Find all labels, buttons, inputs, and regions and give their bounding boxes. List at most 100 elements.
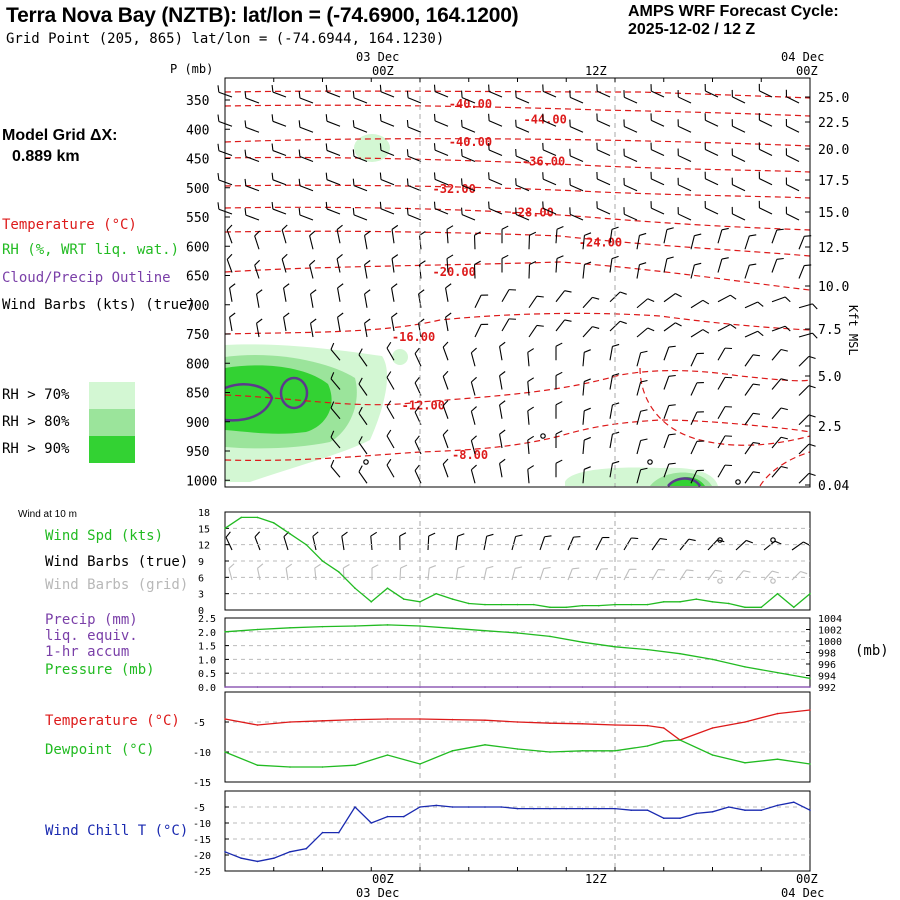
wind-barb	[298, 90, 301, 99]
temperature-line-point	[386, 718, 389, 720]
dewpoint-line-point	[321, 766, 324, 768]
wind-barb	[543, 566, 551, 570]
wind-barb	[256, 318, 263, 324]
wind-barb	[380, 120, 395, 127]
height-tick-label: 0.04	[818, 479, 849, 494]
dewpoint-line-point	[614, 750, 616, 752]
wind-barb	[651, 569, 659, 581]
bottom-hour-1: 00Z	[372, 872, 394, 886]
wind-barb	[217, 85, 220, 93]
precip-tick-label: 0.0	[198, 683, 216, 694]
wind-barb	[298, 178, 301, 186]
wind-barb	[272, 120, 287, 127]
top-hour-1: 00Z	[372, 64, 394, 78]
wind-barb	[501, 225, 509, 230]
wind-speed-line-point	[272, 522, 275, 524]
wind-barb	[391, 283, 398, 289]
wind-barb	[582, 469, 585, 484]
wind-barb	[749, 234, 757, 237]
wind-barb	[470, 352, 476, 367]
wind-barb	[511, 568, 516, 581]
legend-rh: RH (%, WRT liq. wat.)	[2, 242, 180, 258]
wind-barb	[744, 383, 754, 396]
wind-chill-line-point	[695, 812, 698, 815]
wind-barb	[414, 464, 420, 471]
wind-speed-tick-label: 0	[198, 606, 204, 617]
wind-barb	[732, 96, 746, 104]
wind-barb	[717, 347, 726, 361]
pressure-line-point	[549, 635, 551, 638]
wind-barb	[245, 156, 260, 163]
wind-barb	[663, 434, 670, 449]
wind-speed-line-point	[321, 560, 324, 562]
pressure-line-point	[744, 666, 746, 668]
calm-wind-marker	[717, 578, 723, 584]
wind-speed-line-point	[809, 592, 811, 595]
wind-barb	[730, 294, 737, 300]
wind-barb	[569, 213, 584, 221]
wind-barb	[763, 570, 773, 581]
dewpoint-line-point	[711, 754, 714, 756]
wind-barb	[730, 323, 737, 329]
dewpoint-line-point	[419, 763, 421, 765]
wind-chill-line-point	[370, 822, 373, 824]
wind-barb	[309, 230, 316, 237]
pressure-line-point	[386, 624, 389, 626]
temperature-contour	[224, 419, 811, 461]
wind-barb	[663, 322, 676, 332]
temperature-line-point	[549, 722, 551, 724]
pressure-tick-label: 1002	[818, 626, 842, 637]
wind-barb	[299, 214, 314, 221]
wind-barb	[686, 569, 694, 572]
wind-barb	[714, 569, 723, 572]
wind-barb	[663, 293, 676, 303]
wind-chill-line-point	[597, 807, 600, 810]
wind-barb	[244, 208, 247, 216]
wind-barb	[272, 179, 287, 186]
wind-barb	[281, 229, 287, 244]
precip-tick-label: 2.5	[198, 614, 216, 625]
precip-line-point	[516, 686, 519, 688]
temperature-contour	[224, 369, 811, 406]
wind-speed-tick-label: 18	[198, 508, 210, 519]
wind-barb	[501, 318, 510, 332]
pressure-tick-label: 500	[186, 182, 209, 197]
wind-barb	[515, 184, 530, 192]
dewpoint-line-point	[289, 766, 291, 768]
wind-barb	[539, 568, 545, 581]
wind-chill-line-point	[727, 806, 730, 808]
wind-barb	[461, 207, 463, 215]
wind-barb	[688, 538, 696, 542]
wind-barb	[675, 322, 682, 327]
dewpoint-line-point	[581, 750, 584, 752]
precip-panel-frame	[224, 617, 811, 688]
legend-pressure: Pressure (mb)	[45, 662, 155, 678]
wind-barb	[352, 207, 355, 215]
wind-barb	[564, 290, 572, 293]
precip-line-point	[549, 686, 551, 688]
wind-barb	[379, 172, 382, 180]
wind-chill-line-point	[272, 857, 275, 859]
wind-barb	[584, 407, 591, 412]
wind-chill-line-point	[532, 807, 535, 810]
wind-barb	[314, 563, 321, 569]
wind-chill-line-point	[711, 811, 714, 813]
wind-barb	[486, 533, 494, 537]
wind-barb	[386, 341, 392, 349]
wind-barb	[488, 178, 503, 186]
wind-barb	[749, 263, 757, 266]
wind-barb	[457, 533, 465, 537]
wind-barb	[812, 303, 818, 310]
wind-barb	[488, 208, 503, 215]
wind-barb	[474, 231, 481, 236]
chill-panel-frame	[224, 790, 811, 872]
pressure-tick-label: 700	[186, 299, 209, 314]
wind-barb	[572, 567, 580, 570]
legend-temperature: Temperature (°C)	[2, 217, 137, 233]
pressure-line-point	[484, 629, 486, 632]
wind-barb	[285, 568, 289, 581]
wind-barb	[597, 149, 611, 157]
wind-chill-line-point	[402, 815, 405, 818]
pressure-tick-label: 1000	[818, 637, 842, 648]
wind-barb	[325, 201, 328, 209]
